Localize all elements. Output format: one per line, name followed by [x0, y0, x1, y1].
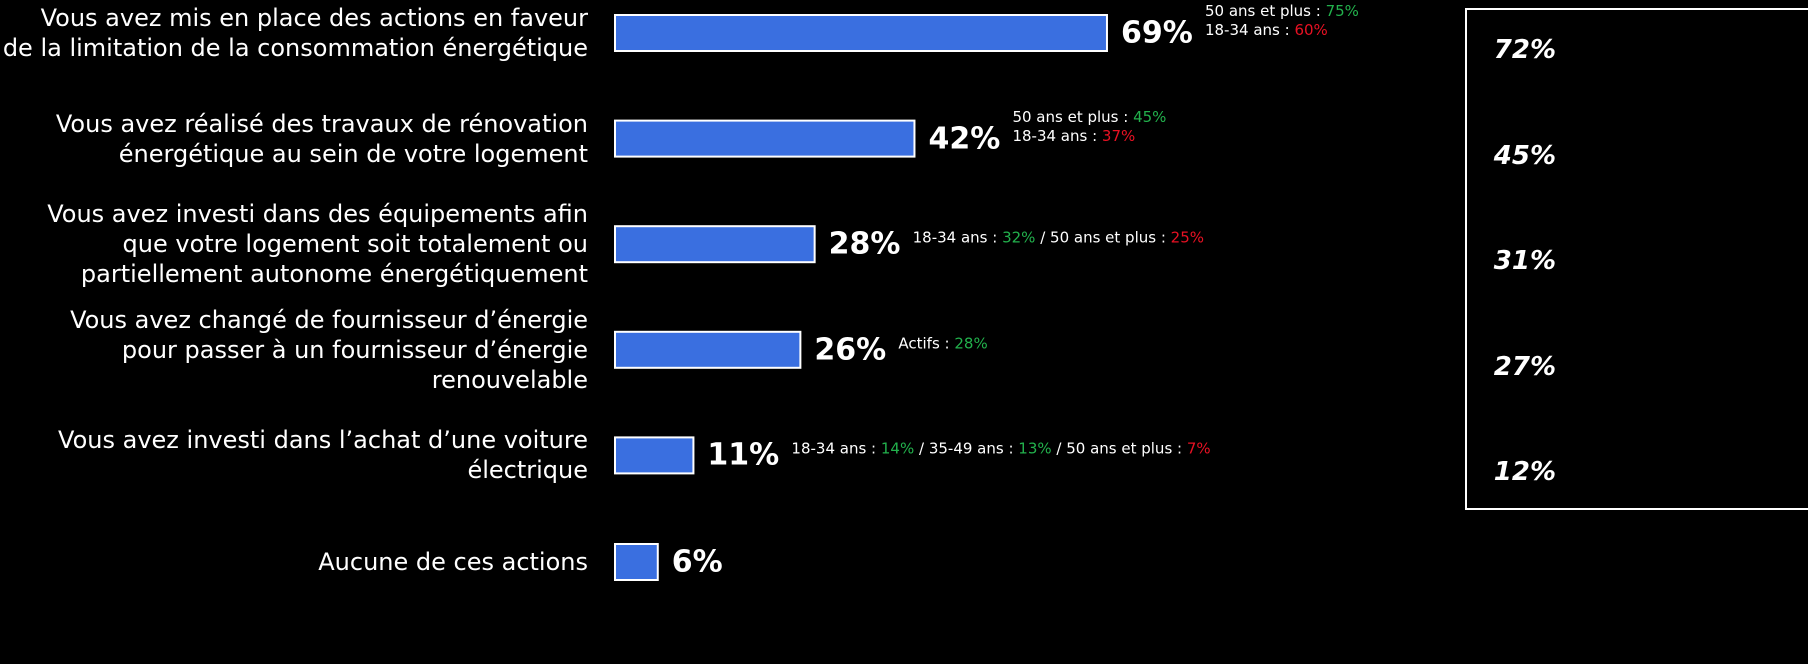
category-label: Vous avez investi dans des équipements a…	[47, 200, 588, 289]
annotation-line: 18-34 ans : 32% / 50 ans et plus : 25%	[913, 229, 1204, 248]
annotation-text: 18-34 ans :	[1204, 21, 1295, 39]
comparison-value: 45%	[1493, 140, 1556, 171]
annotation-text: 50 ans et plus :	[1012, 107, 1134, 126]
annotation-text: 45%	[1133, 107, 1167, 126]
annotation-text: 75%	[1325, 2, 1359, 20]
annotation: 18-34 ans : 32% / 50 ans et plus : 25%	[913, 229, 1204, 248]
category-label: Vous avez changé de fournisseur d’énergi…	[70, 305, 588, 394]
annotation-text: Actifs :	[898, 334, 955, 353]
value-label: 11%	[707, 437, 780, 473]
comparison-value: 31%	[1493, 246, 1556, 277]
annotation-text: 50 ans et plus :	[1204, 2, 1326, 20]
annotation-text: 18-34 ans :	[791, 439, 881, 458]
bar	[614, 14, 1108, 52]
annotation-text: 18-34 ans :	[912, 228, 1003, 247]
annotation-text: 14%	[880, 439, 915, 458]
bar	[614, 436, 695, 475]
annotation-text: 28%	[954, 334, 988, 353]
annotation-text: / 35-49 ans :	[914, 439, 1019, 458]
bar	[614, 330, 802, 369]
annotation: Actifs : 28%	[898, 334, 987, 353]
annotation-line: 50 ans et plus : 75%	[1205, 2, 1359, 21]
annotation-text: / 50 ans et plus :	[1051, 439, 1187, 458]
bar	[614, 225, 816, 264]
comparison-value: 27%	[1493, 351, 1556, 382]
annotation-text: 13%	[1018, 439, 1052, 458]
annotation: 18-34 ans : 14% / 35-49 ans : 13% / 50 a…	[791, 440, 1210, 459]
comparison-value: 72%	[1493, 35, 1556, 65]
annotation-text: 25%	[1170, 228, 1204, 247]
annotation-text: 37%	[1101, 126, 1136, 145]
value-label: 26%	[814, 332, 887, 368]
annotation-text: 60%	[1294, 21, 1328, 39]
annotation-line: 18-34 ans : 37%	[1012, 127, 1166, 146]
bar	[614, 543, 659, 581]
annotation: 50 ans et plus : 75% 18-34 ans : 60%	[1205, 2, 1359, 40]
annotation-text: 18-34 ans :	[1012, 126, 1102, 145]
annotation: 50 ans et plus : 45% 18-34 ans : 37%	[1012, 108, 1166, 146]
category-label: Vous avez investi dans l’achat d’une voi…	[58, 426, 588, 485]
annotation-line: 18-34 ans : 14% / 35-49 ans : 13% / 50 a…	[791, 440, 1210, 459]
value-label: 28%	[828, 226, 901, 262]
value-label: 69%	[1120, 15, 1193, 51]
category-label: Vous avez réalisé des travaux de rénovat…	[55, 109, 588, 168]
category-label: Vous avez mis en place des actions en fa…	[2, 4, 588, 62]
annotation-line: 50 ans et plus : 45%	[1012, 108, 1166, 127]
category-label: Aucune de ces actions	[318, 548, 588, 576]
bar	[614, 119, 916, 158]
comparison-box	[1465, 8, 1808, 510]
annotation-text: 32%	[1002, 228, 1036, 247]
annotation-line: 18-34 ans : 60%	[1205, 21, 1359, 40]
value-label: 6%	[671, 544, 723, 580]
comparison-value: 12%	[1493, 457, 1556, 488]
annotation-text: / 50 ans et plus :	[1035, 228, 1171, 247]
annotation-line: Actifs : 28%	[898, 334, 987, 353]
value-label: 42%	[928, 121, 1001, 157]
annotation-text: 7%	[1186, 439, 1211, 458]
